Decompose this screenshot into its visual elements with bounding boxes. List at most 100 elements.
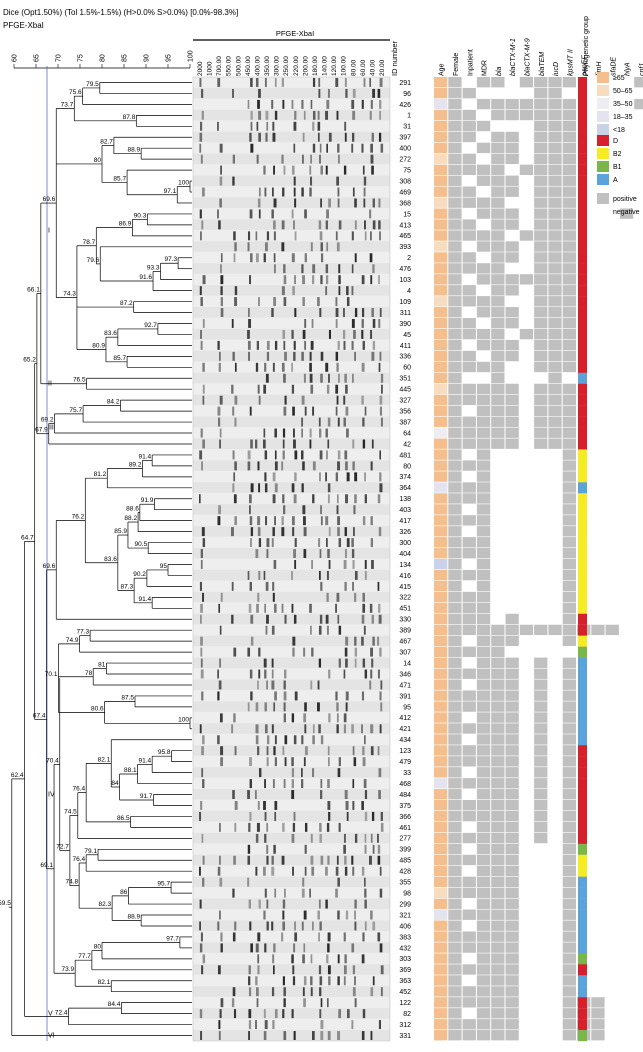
node-label-3: 73.7 bbox=[61, 101, 74, 108]
gel-band-406-10 bbox=[312, 921, 314, 931]
gel-band-403-3 bbox=[249, 505, 251, 515]
gel-band-299-16 bbox=[364, 899, 367, 909]
gel-band-375-2 bbox=[234, 801, 238, 810]
id-number-469: 469 bbox=[399, 189, 411, 196]
gel-band-369-3 bbox=[248, 965, 251, 975]
age-cell-75 bbox=[434, 164, 448, 175]
id-number-397: 397 bbox=[399, 135, 411, 142]
gel-band-82-5 bbox=[263, 1009, 266, 1019]
gel-band-14-1 bbox=[219, 658, 222, 668]
gene-cell-2-4 bbox=[505, 252, 519, 263]
gel-band-468-6 bbox=[272, 779, 275, 789]
phylo-cell-311 bbox=[578, 307, 587, 319]
gel-band-15-6 bbox=[271, 209, 274, 219]
gene-cell-321-2 bbox=[476, 909, 491, 920]
node-label-11: 86.9 bbox=[119, 221, 132, 228]
gel-lane-122 bbox=[193, 997, 390, 1008]
gene-cell-330-2 bbox=[476, 613, 491, 625]
gel-band-109-1 bbox=[220, 297, 223, 307]
gel-band-485-10 bbox=[310, 855, 314, 865]
gel-band-404-14 bbox=[344, 549, 347, 558]
gene-cell-109-0 bbox=[448, 296, 462, 307]
gel-band-399-6 bbox=[273, 844, 276, 854]
gene-cell-389-4 bbox=[505, 624, 519, 636]
gene-cell-122-2 bbox=[476, 997, 491, 1008]
gel-band-31-10 bbox=[312, 121, 315, 131]
gene-cell-468-6 bbox=[534, 778, 548, 789]
gel-band-356-13 bbox=[335, 406, 338, 416]
gel-band-434-9 bbox=[301, 735, 304, 745]
id-column-title: ID number bbox=[390, 40, 399, 76]
gene-cell-469-7 bbox=[548, 186, 562, 197]
column-header-6: blaCTX-M-9 bbox=[524, 38, 531, 76]
gel-band-383-1 bbox=[220, 932, 223, 942]
gel-band-299-12 bbox=[325, 899, 328, 909]
gel-band-134-17 bbox=[371, 560, 374, 569]
gel-lane-351 bbox=[193, 372, 390, 384]
node-label-14: 91.6 bbox=[139, 274, 152, 281]
gel-band-387-9 bbox=[301, 417, 304, 427]
gene-cell-397-1 bbox=[462, 131, 476, 143]
gene-cell-368-3 bbox=[491, 197, 505, 208]
node-label-39: 95 bbox=[160, 563, 168, 570]
gel-band-307-15 bbox=[354, 647, 358, 657]
gel-band-2-17 bbox=[369, 253, 373, 263]
gel-band-322-15 bbox=[354, 592, 357, 602]
gel-band-428-12 bbox=[325, 866, 328, 876]
gel-band-75-8 bbox=[291, 165, 295, 175]
gel-band-45-17 bbox=[370, 329, 373, 339]
gene-cell-308-8 bbox=[562, 175, 576, 186]
gel-band-277-17 bbox=[370, 833, 373, 843]
gene-cell-1-6 bbox=[534, 109, 548, 121]
phylo-cell-451 bbox=[578, 602, 587, 614]
age-cell-14 bbox=[434, 657, 448, 668]
gene-cell-364-8 bbox=[562, 482, 576, 493]
gene-cell-484-6 bbox=[534, 789, 548, 800]
gel-band-138-10 bbox=[312, 494, 315, 504]
gene-cell-98-2 bbox=[476, 887, 491, 898]
gene-cell-300-1 bbox=[462, 537, 476, 548]
gel-band-327-1 bbox=[219, 395, 223, 405]
gene-cell-404-0 bbox=[448, 548, 462, 559]
phylo-cell-467 bbox=[578, 635, 587, 647]
gene-cell-95-8 bbox=[562, 701, 576, 712]
gene-cell-31-0 bbox=[448, 120, 462, 132]
gel-lane-397 bbox=[193, 131, 390, 143]
gene-cell-411-8 bbox=[562, 339, 576, 351]
gene-cell-277-4 bbox=[505, 832, 519, 844]
gene-cell-412-6 bbox=[534, 712, 548, 723]
gel-band-485-13 bbox=[336, 855, 339, 865]
gel-band-445-8 bbox=[291, 384, 295, 394]
gel-band-406-6 bbox=[271, 921, 274, 931]
gel-band-331-5 bbox=[263, 1031, 267, 1040]
gel-band-299-0 bbox=[199, 899, 202, 909]
gene-cell-1-7 bbox=[548, 109, 562, 121]
gene-cell-469-0 bbox=[448, 186, 462, 197]
gel-band-375-14 bbox=[345, 801, 349, 810]
gel-band-445-18 bbox=[380, 384, 383, 394]
gel-band-451-16 bbox=[362, 603, 366, 613]
gel-band-356-1 bbox=[217, 406, 221, 416]
gel-band-399-3 bbox=[247, 844, 251, 854]
gel-band-64-11 bbox=[318, 428, 322, 438]
gel-band-476-9 bbox=[301, 264, 304, 274]
gene-cell-428-8 bbox=[562, 865, 576, 877]
gene-cell-272-4 bbox=[505, 153, 519, 165]
gene-cell-399-2 bbox=[476, 843, 491, 855]
gel-band-411-17 bbox=[372, 340, 376, 350]
gel-band-98-6 bbox=[274, 888, 277, 898]
gel-band-326-8 bbox=[292, 527, 295, 537]
gel-band-308-10 bbox=[309, 176, 313, 186]
gel-band-421-6 bbox=[271, 724, 274, 734]
gel-lane-469 bbox=[193, 186, 390, 197]
gel-band-31-8 bbox=[293, 121, 297, 131]
gel-band-406-7 bbox=[282, 921, 286, 931]
gene-cell-400-3 bbox=[491, 142, 505, 154]
gel-band-397-15 bbox=[351, 132, 355, 142]
id-number-300: 300 bbox=[399, 540, 411, 547]
node-label-23: 69.6 bbox=[43, 196, 56, 203]
gene-cell-397-8 bbox=[562, 131, 576, 143]
gel-band-369-6 bbox=[272, 965, 275, 975]
gel-band-415-6 bbox=[272, 581, 275, 591]
size-label-1: 1000 bbox=[207, 61, 214, 76]
